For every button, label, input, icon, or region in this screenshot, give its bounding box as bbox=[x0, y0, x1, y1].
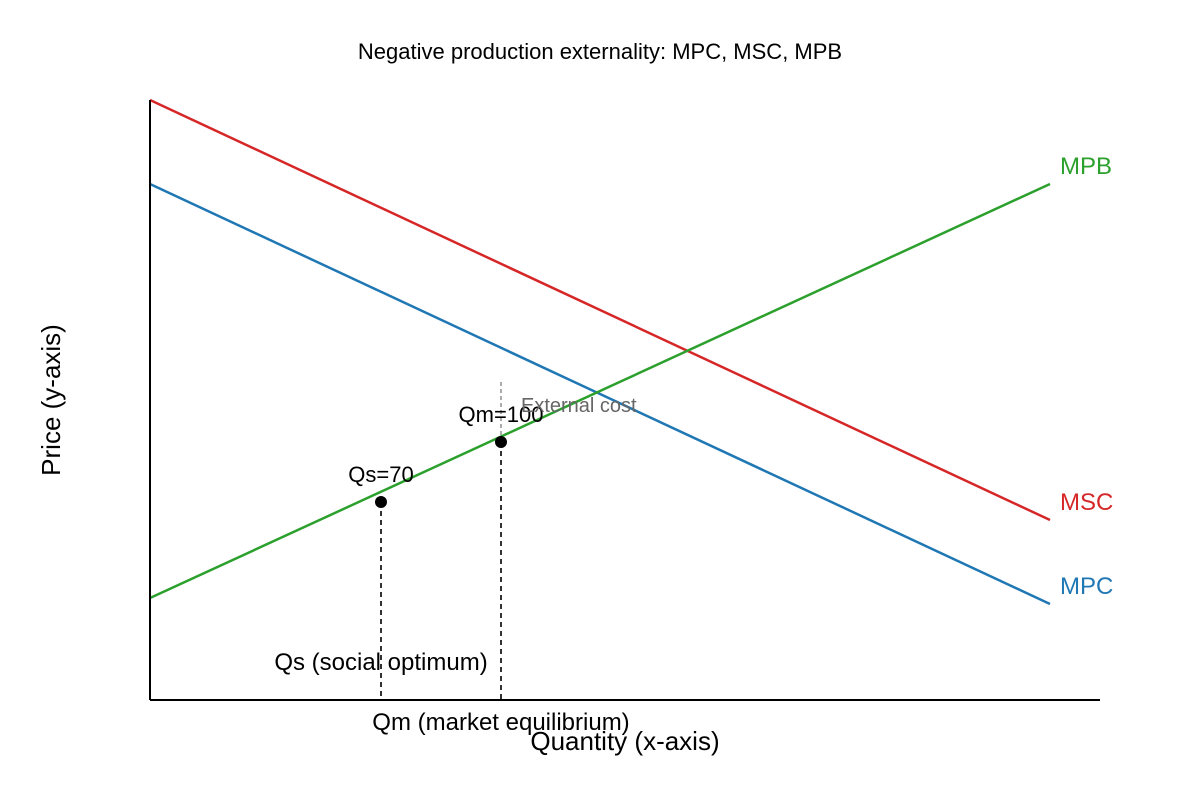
y-axis-label: Price (y-axis) bbox=[36, 324, 66, 476]
qm-point-label: Qm=100 bbox=[459, 402, 544, 427]
external-cost-label: External cost bbox=[521, 395, 637, 417]
qs-point bbox=[375, 496, 387, 508]
qs-point-label: Qs=70 bbox=[348, 462, 413, 487]
qm-market-equilibrium-label: Qm (market equilibrium) bbox=[372, 709, 629, 736]
qm-point bbox=[495, 436, 507, 448]
series-line-mpc bbox=[149, 182, 1051, 606]
x-axis-label: Quantity (x-axis) bbox=[530, 726, 719, 756]
series-label-mpc: MPC bbox=[1060, 573, 1113, 600]
series-line-mpb bbox=[149, 182, 1051, 600]
annotation-layer: Qs=70 Qm=100 External cost Qs (social op… bbox=[274, 382, 637, 736]
qs-social-optimum-label: Qs (social optimum) bbox=[274, 649, 487, 676]
series-line-msc bbox=[149, 98, 1051, 522]
chart-title: Negative production externality: MPC, MS… bbox=[358, 39, 842, 64]
series-layer: MSC MPC MPB bbox=[149, 98, 1113, 606]
series-label-mpb: MPB bbox=[1060, 153, 1112, 180]
series-label-msc: MSC bbox=[1060, 489, 1113, 516]
